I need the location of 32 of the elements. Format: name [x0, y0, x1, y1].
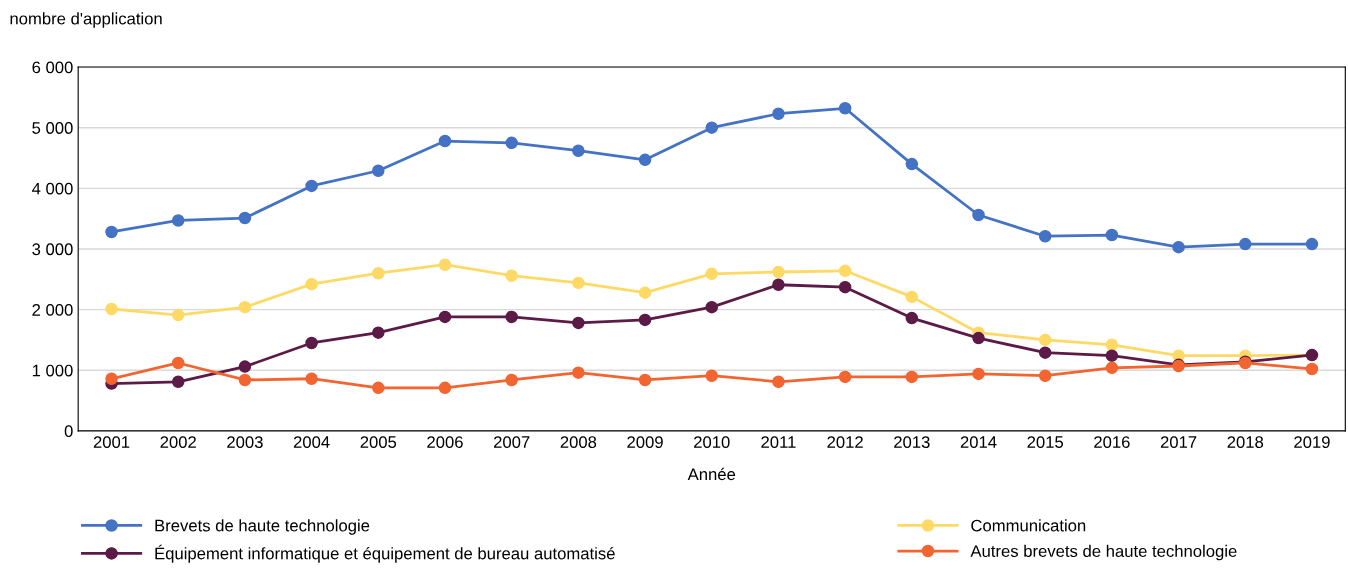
legend-label: Communication — [971, 519, 1086, 532]
legend-label: Autres brevets de haute technologie — [970, 544, 1237, 561]
x-tick-label: 2006 — [427, 436, 463, 448]
x-tick-label: 2003 — [227, 436, 263, 448]
y-tick-label: 4 000 — [32, 182, 73, 195]
x-tick-label: 2009 — [627, 436, 663, 448]
y-tick-label: 3 000 — [32, 243, 73, 256]
y-tick-label: 2 000 — [32, 304, 73, 316]
y-axis-title: nombre d'application — [10, 12, 162, 28]
x-tick-label: 2007 — [493, 436, 530, 448]
x-tick-label: 2018 — [1227, 436, 1264, 448]
y-tick-label: 1 000 — [32, 364, 73, 377]
x-tick-label: 2017 — [1160, 436, 1197, 448]
x-tick-label: 2014 — [960, 436, 997, 448]
x-tick-label: 2019 — [1294, 436, 1330, 448]
legend-label: Équipement informatique et équipement de bureau automatisé — [155, 544, 615, 563]
y-tick-label: 5 000 — [32, 122, 73, 134]
x-tick-label: 2001 — [93, 436, 130, 448]
x-tick-label: 2008 — [560, 436, 597, 448]
x-tick-label: 2015 — [1027, 436, 1064, 448]
x-axis-title: Année — [687, 467, 736, 481]
x-tick-label: 2010 — [694, 436, 730, 448]
legend-label: Brevets de haute technologie — [155, 519, 370, 535]
x-tick-label: 2013 — [894, 436, 930, 448]
y-tick-label: 0 — [64, 425, 73, 438]
x-tick-label: 2016 — [1094, 436, 1130, 448]
x-tick-label: 2002 — [160, 436, 196, 448]
x-tick-label: 2012 — [827, 436, 863, 448]
y-tick-label: 6 000 — [32, 61, 73, 74]
x-tick-label: 2005 — [360, 436, 397, 448]
x-tick-label: 2004 — [293, 436, 330, 448]
x-tick-label: 2011 — [761, 436, 796, 448]
